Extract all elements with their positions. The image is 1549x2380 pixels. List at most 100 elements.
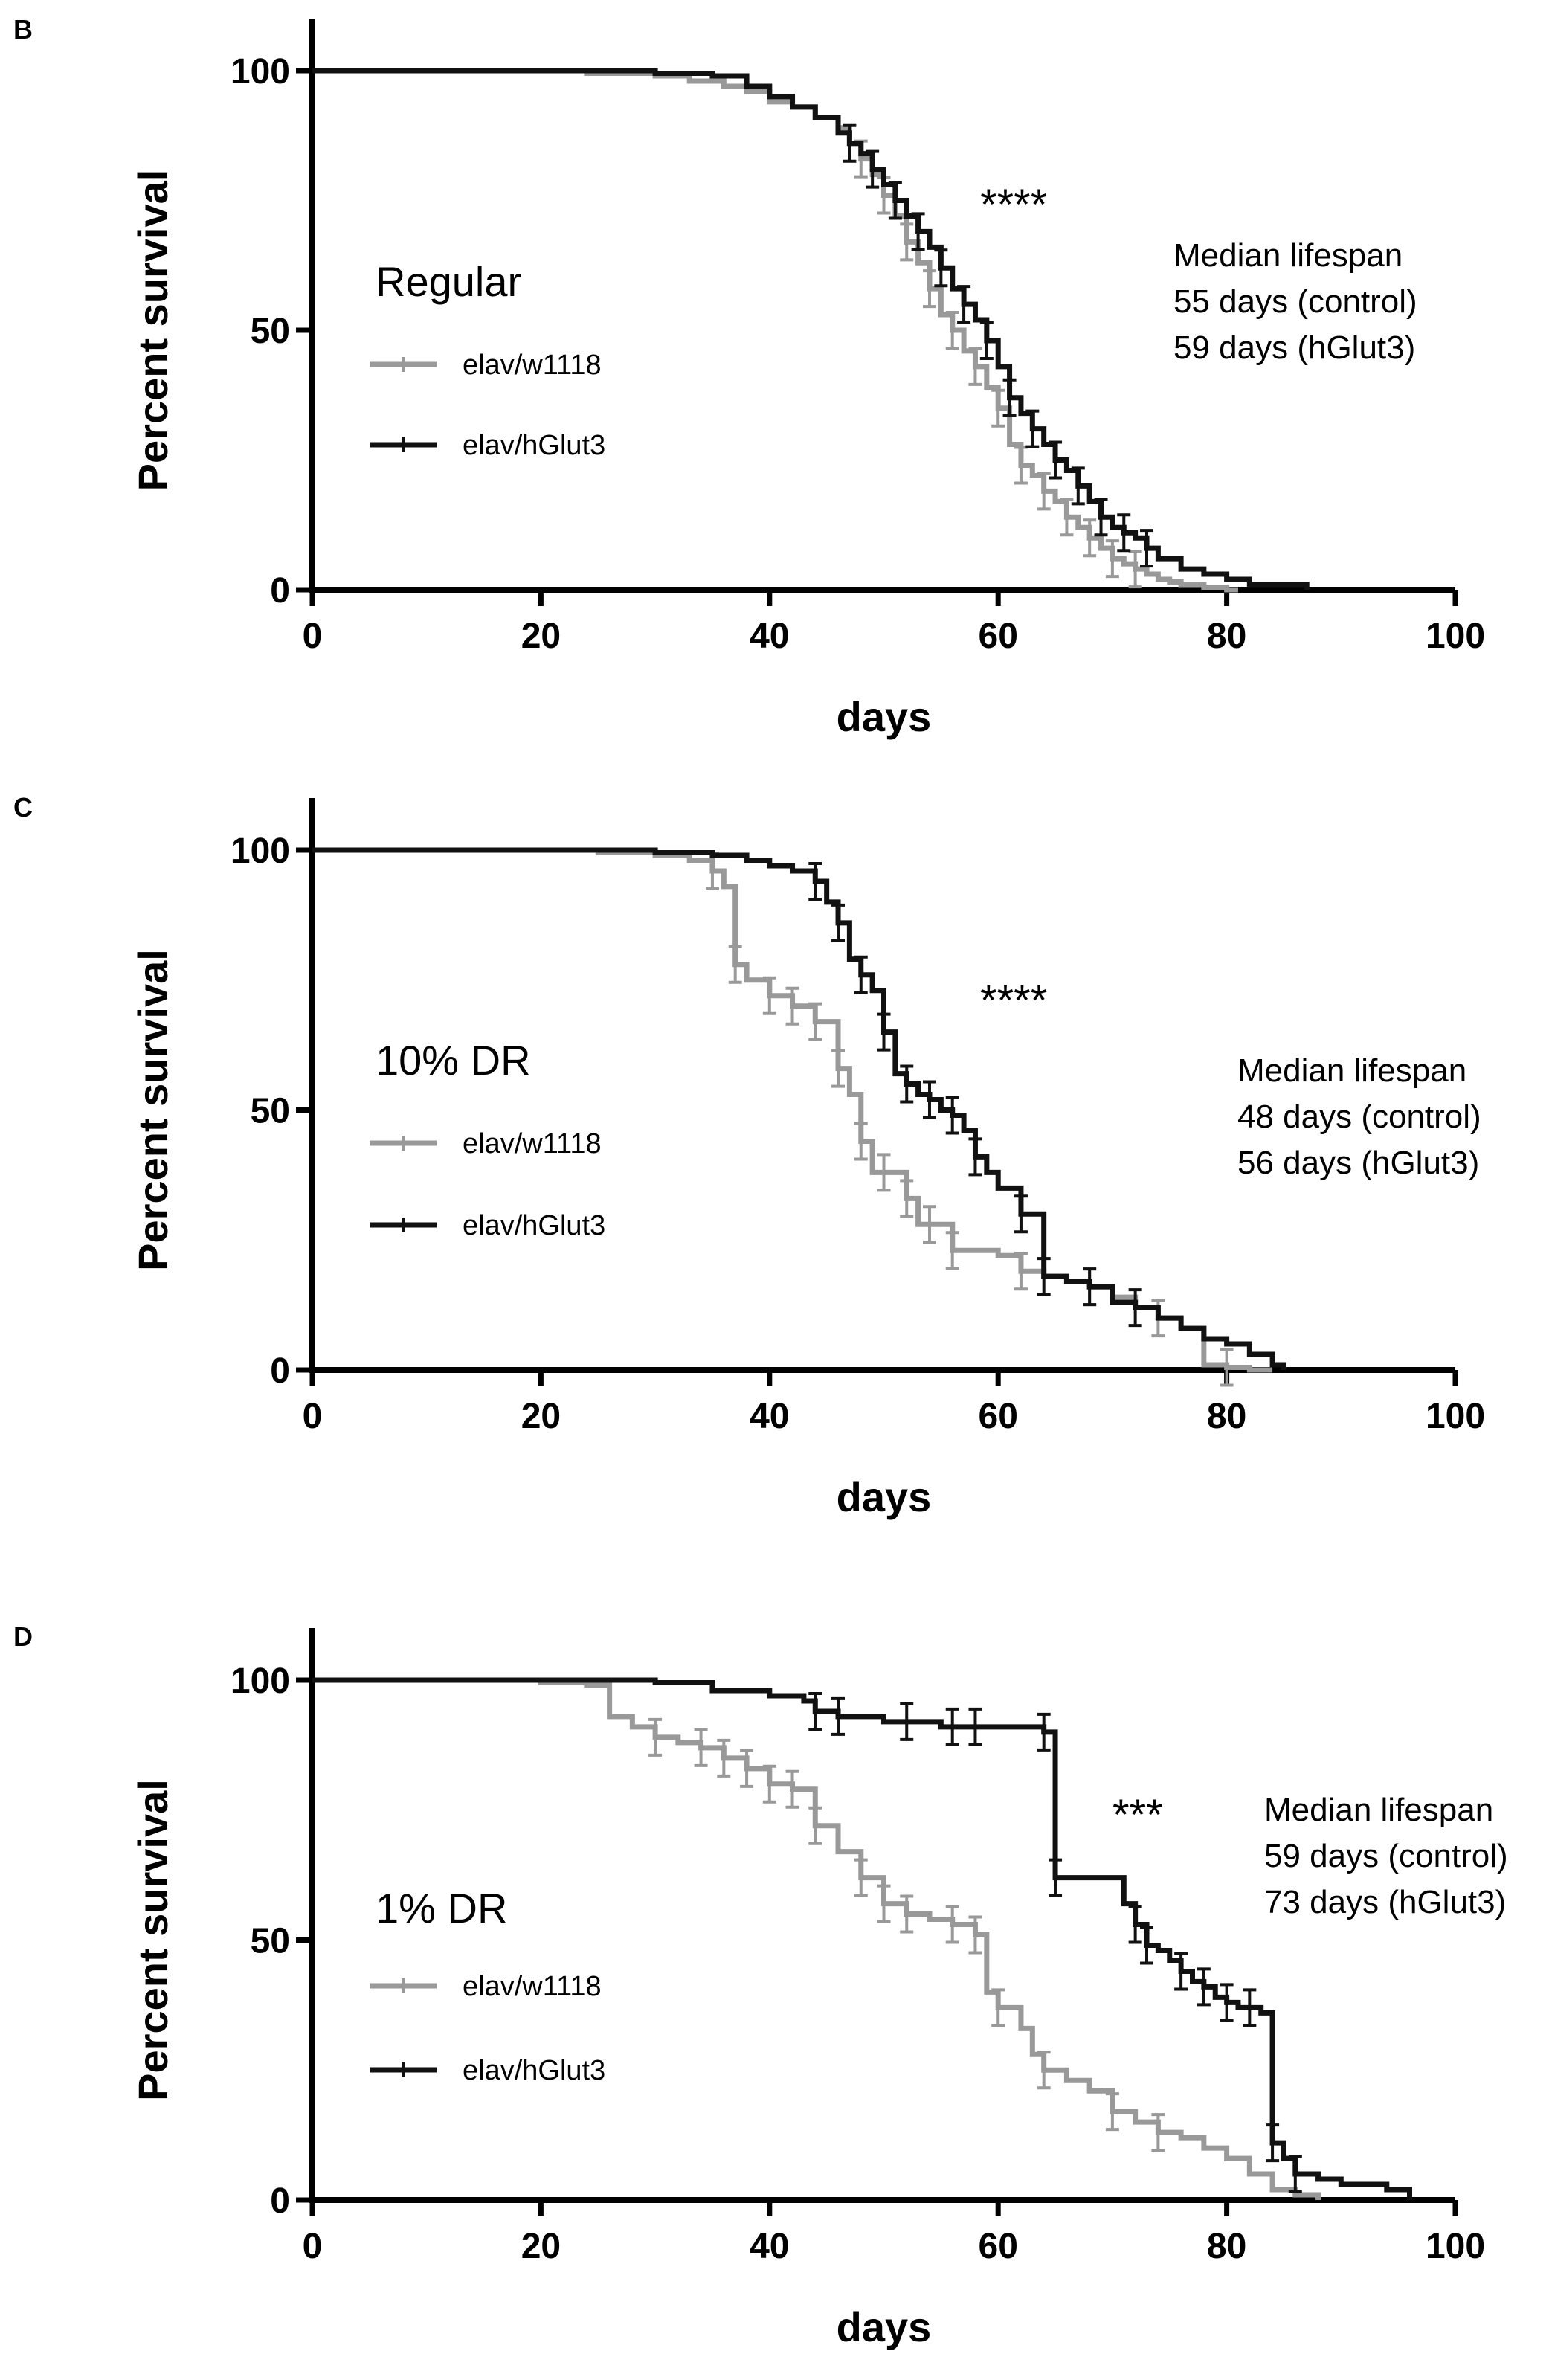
censor-mark xyxy=(854,955,868,994)
censor-mark xyxy=(1037,2051,1051,2090)
x-tick-label: 100 xyxy=(1426,1397,1485,1436)
censor-mark xyxy=(1220,1348,1234,1387)
censor-mark xyxy=(1002,378,1017,417)
censor-mark xyxy=(957,285,971,324)
censor-mark xyxy=(1151,2113,1165,2152)
censor-mark xyxy=(922,269,936,309)
x-tick-label: 80 xyxy=(1207,1397,1246,1436)
x-tick-label: 20 xyxy=(521,1397,561,1436)
censor-mark xyxy=(854,1122,868,1161)
censor-mark xyxy=(945,1096,959,1135)
censor-mark xyxy=(877,1153,891,1192)
y-tick-label: 100 xyxy=(231,52,290,91)
censor-mark xyxy=(1037,472,1051,511)
plot-area-b: 0 20 40 60 80 100 0 50 100 days Percent survival xyxy=(129,19,1485,740)
censor-mark xyxy=(1049,1858,1063,1897)
x-tick-label: 40 xyxy=(750,617,789,656)
censor-mark xyxy=(866,149,880,189)
censor-mark xyxy=(968,1915,982,1955)
censor-mark xyxy=(1014,1252,1028,1291)
x-tick-label: 20 xyxy=(521,2227,561,2266)
survival-curve-hglut3 xyxy=(312,847,1286,1370)
y-axis-title: Percent survival xyxy=(129,1779,176,2101)
y-tick-label: 100 xyxy=(231,832,290,871)
condition-label: 10% DR xyxy=(376,1037,531,1084)
censor-mark xyxy=(1288,2155,1302,2194)
censor-mark xyxy=(762,976,776,1015)
x-axis-title: days xyxy=(837,693,932,740)
censor-mark xyxy=(762,1764,776,1804)
censor-mark xyxy=(1025,409,1040,448)
censor-mark xyxy=(979,321,994,360)
censor-mark xyxy=(945,1707,959,1746)
censor-mark xyxy=(808,861,822,901)
x-tick-label: 20 xyxy=(521,617,561,656)
x-axis-title: days xyxy=(837,2303,932,2350)
censor-mark xyxy=(831,1696,846,1736)
panel-b: B 0 20 40 60 80 100 0 50 100 days Percent survival… xyxy=(13,14,1485,740)
censor-mark xyxy=(831,903,846,942)
panel-c: C 0 20 40 60 80 100 0 50 100 days Percent survival… xyxy=(13,792,1485,1520)
censor-mark xyxy=(1243,1988,1257,2027)
x-tick-label: 100 xyxy=(1426,617,1485,656)
censor-mark xyxy=(1140,529,1154,568)
significance-label: *** xyxy=(1112,1791,1163,1839)
censor-mark xyxy=(1117,513,1131,553)
x-tick-label: 80 xyxy=(1207,617,1246,656)
censor-mark xyxy=(900,1702,914,1741)
censor-mark xyxy=(808,1002,822,1041)
y-tick-label: 50 xyxy=(251,1922,290,1961)
x-axis-title: days xyxy=(837,1473,932,1520)
x-tick-label: 0 xyxy=(303,2227,323,2266)
censor-mark xyxy=(1014,446,1028,485)
censor-mark xyxy=(1266,2123,1280,2163)
significance-label: **** xyxy=(980,181,1047,229)
y-tick-label: 0 xyxy=(270,2181,290,2221)
censor-mark xyxy=(900,1894,914,1934)
censor-mark xyxy=(1128,1288,1142,1328)
censor-mark xyxy=(1105,539,1119,579)
censor-mark xyxy=(843,123,857,163)
significance-label: **** xyxy=(980,977,1047,1025)
legend-label-hglut3: elav/hGlut3 xyxy=(463,2055,605,2086)
legend-label-hglut3: elav/hGlut3 xyxy=(463,430,605,461)
censor-mark xyxy=(968,1707,982,1746)
censor-mark xyxy=(785,1769,799,1809)
x-tick-label: 60 xyxy=(979,617,1018,656)
median-title: Median lifespan xyxy=(1237,1052,1466,1089)
legend: elav/w1118 elav/hGlut3 xyxy=(370,350,605,461)
condition-label: 1% DR xyxy=(376,1885,507,1932)
censor-mark xyxy=(945,311,959,350)
censor-mark xyxy=(728,945,742,984)
censor-mark xyxy=(991,388,1005,428)
y-axis-title: Percent survival xyxy=(129,170,176,492)
panel-d: D 0 20 40 60 80 100 0 50 100 days Percent survival… xyxy=(13,1621,1508,2350)
x-tick-label: 40 xyxy=(750,2227,789,2266)
x-tick-label: 60 xyxy=(979,1397,1018,1436)
y-tick-label: 50 xyxy=(251,1092,290,1131)
censor-mark xyxy=(900,1064,914,1104)
y-tick-label: 100 xyxy=(231,1662,290,1701)
survival-curve-hglut3 xyxy=(312,68,1310,590)
censor-mark xyxy=(968,347,982,386)
x-tick-label: 80 xyxy=(1207,2227,1246,2266)
median-hglut3: 73 days (hGlut3) xyxy=(1264,1884,1506,1920)
y-axis-title: Percent survival xyxy=(129,949,176,1271)
censor-mark xyxy=(877,1884,891,1923)
censor-mark xyxy=(854,1858,868,1897)
censor-mark xyxy=(831,1049,846,1088)
y-tick-label: 50 xyxy=(251,312,290,351)
panel-letter: C xyxy=(13,792,33,823)
y-tick-label: 0 xyxy=(270,1351,290,1391)
censor-mark xyxy=(922,1205,936,1244)
censor-mark xyxy=(900,1179,914,1218)
y-tick-label: 0 xyxy=(270,571,290,611)
plot-area-c: 0 20 40 60 80 100 0 50 100 days Percent survival xyxy=(129,798,1485,1520)
censor-mark xyxy=(1105,2092,1119,2132)
x-tick-label: 100 xyxy=(1426,2227,1485,2266)
censor-mark xyxy=(1014,1194,1028,1234)
censor-mark xyxy=(968,1137,982,1177)
x-tick-label: 0 xyxy=(303,1397,323,1436)
legend-label-control: elav/w1118 xyxy=(463,350,602,381)
